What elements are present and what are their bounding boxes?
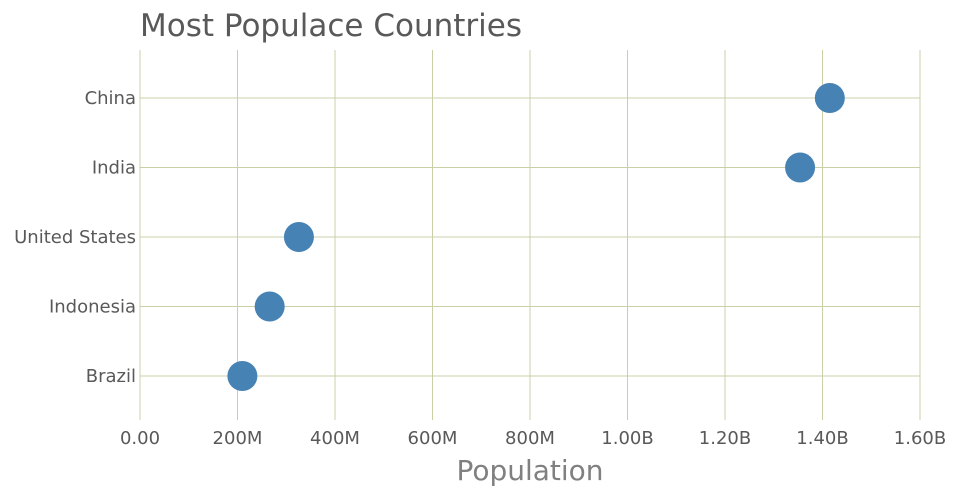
x-tick-label: 400M bbox=[310, 428, 360, 449]
x-tick-label: 800M bbox=[505, 428, 555, 449]
data-point bbox=[283, 222, 314, 252]
data-point bbox=[785, 152, 816, 183]
data-point bbox=[814, 83, 845, 113]
x-tick-label: 1.60B bbox=[894, 428, 946, 449]
chart-title: Most Populace Countries bbox=[140, 8, 522, 44]
y-tick-label: United States bbox=[14, 227, 136, 248]
y-tick-label: China bbox=[85, 88, 136, 109]
y-tick-label: India bbox=[92, 158, 136, 179]
x-tick-labels: 0.00 200M 400M 600M 800M 1.00B 1.20B 1.40B 1.60B bbox=[120, 428, 946, 449]
x-tick-label: 0.00 bbox=[120, 428, 160, 449]
y-tick-label: Brazil bbox=[86, 366, 136, 387]
grid-lines bbox=[139, 50, 921, 420]
x-tick-label: 200M bbox=[213, 428, 263, 449]
data-points bbox=[227, 83, 845, 391]
x-tick-label: 1.40B bbox=[796, 428, 848, 449]
y-tick-labels: China India United States Indonesia Brazil bbox=[14, 88, 136, 387]
y-tick-label: Indonesia bbox=[49, 297, 136, 318]
data-point bbox=[254, 291, 285, 322]
x-tick-label: 600M bbox=[408, 428, 458, 449]
x-tick-label: 1.20B bbox=[699, 428, 751, 449]
data-point bbox=[227, 361, 258, 391]
x-tick-label: 1.00B bbox=[601, 428, 653, 449]
x-axis-label: Population bbox=[456, 454, 603, 487]
